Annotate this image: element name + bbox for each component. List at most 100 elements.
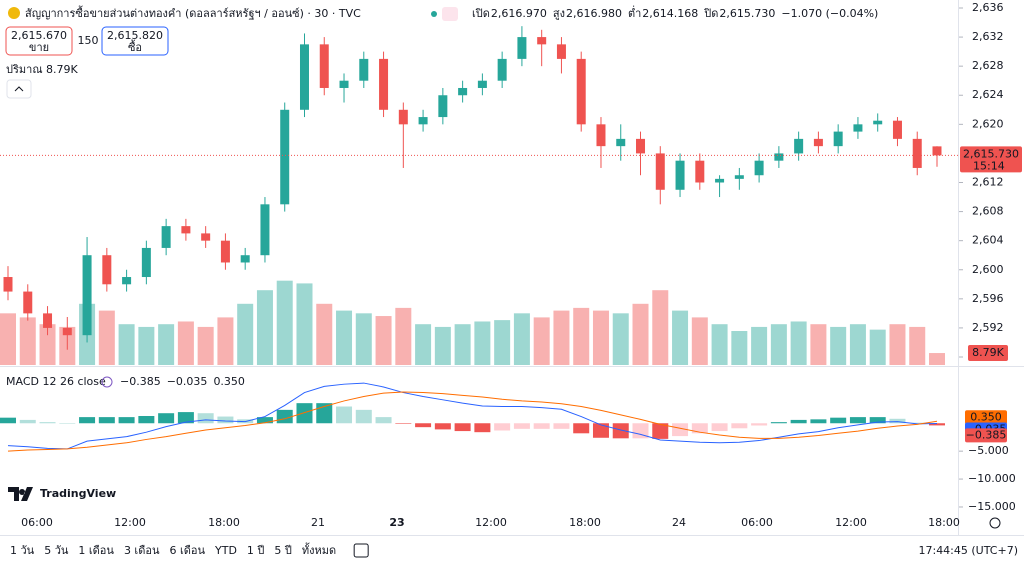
candle-body [458,87,468,96]
volume-bar [652,290,669,365]
candle-body [438,95,448,118]
ohlc-high-label: สูง [553,7,565,20]
candle-body [62,327,72,336]
range-button[interactable]: 5 ปี [274,544,291,557]
macd-histogram-bar [494,423,511,431]
x-tick-label: 21 [311,516,325,529]
candle-body [240,255,250,263]
volume-bar [592,310,609,365]
volume-bar [849,324,866,365]
range-button[interactable]: 1 ปี [247,544,264,557]
candle-body [23,291,33,314]
macd-histogram-bar [751,423,768,426]
symbol-icon [8,7,20,19]
candle-body [398,109,408,125]
macd-histogram-bar [118,417,135,424]
macd-histogram-bar [889,418,906,424]
range-button[interactable]: 6 เดือน [169,544,205,557]
volume-bar [494,320,511,365]
logo: TradingView [40,487,116,500]
volume-bar [355,313,372,365]
y-tick-label: 2,624 [972,88,1004,101]
macd-histogram-bar [336,406,353,424]
candle-body [833,131,843,147]
range-button[interactable]: YTD [214,544,237,557]
candle-body [912,138,922,168]
date-range-icon[interactable] [353,543,369,558]
candle-body [299,44,309,110]
x-tick-label: 18:00 [569,516,601,529]
candle-body [122,277,132,285]
candle-body [754,160,764,176]
macd-histogram-bar [612,423,629,439]
candle-body [161,226,171,248]
volume-bar [731,331,748,365]
macd-histogram-bar [256,417,273,424]
spread: 150 [78,34,99,47]
settings-icon [989,517,1001,529]
x-tick-label: 18:00 [208,516,240,529]
macd-histogram-bar [830,417,847,424]
macd-histogram-bar [415,423,432,428]
volume-bar [711,324,728,365]
volume-bar [434,326,451,365]
clock: 17:44:45 (UTC+7) [918,544,1018,557]
ohlc-low-label: ต่ำ [628,5,641,20]
range-button[interactable]: 5 วัน [44,544,69,557]
macd-histogram-bar [39,422,56,424]
candle-body [181,226,191,234]
volume-bar [573,307,590,365]
range-button[interactable]: 1 วัน [10,544,35,557]
volume-bar [118,324,135,365]
volume-bar [19,317,36,365]
candle-body [319,44,329,88]
buy-price: 2,615.820 [107,29,163,42]
range-button[interactable]: ทั้งหมด [302,542,336,557]
volume-bar [217,317,234,365]
macd-tick-label: −15.000 [968,500,1016,513]
range-button[interactable]: 3 เดือน [124,544,160,557]
candle-body [636,138,646,154]
volume-bar [533,317,550,365]
ohlc-high: 2,616.980 [566,7,622,20]
macd-histogram-bar [770,422,787,424]
volume-bar [316,303,333,365]
volume-bar [138,326,155,365]
macd-histogram-bar [138,416,155,424]
y-tick-label: 2,600 [972,263,1004,276]
buy-button[interactable] [101,26,169,56]
countdown: 15:14 [973,159,1005,172]
macd-histogram-bar [177,412,194,424]
macd-settings-icon [101,376,113,388]
histogram-axis-box [965,428,1007,443]
sell-button[interactable] [5,26,73,56]
histogram-axis-label: −0.385 [966,428,1007,441]
volume-bar [830,326,847,365]
logo-icon [8,487,33,501]
candle-body [873,120,883,125]
volume-bar [375,316,392,365]
buy-label: ซื้อ [128,39,142,54]
range-button[interactable]: 1 เดือน [78,544,114,557]
volume-bar [197,326,214,365]
volume-bar [98,310,115,365]
candle-body [497,58,507,81]
collapse-button[interactable] [6,79,32,99]
x-tick-label: 24 [672,516,686,529]
y-tick-label: 2,620 [972,117,1004,130]
signal-axis-box [965,410,1007,425]
signal-axis-label: 0.350 [970,410,1002,423]
macd-histogram-bar [652,423,669,439]
volume-bar [691,317,708,365]
candle-body [576,58,586,125]
candle-body [932,146,942,156]
volume-bar [869,329,886,365]
volume-bar [751,326,768,365]
last-price-label: 2,615.730 [963,147,1019,160]
macd-histogram-bar [355,409,372,424]
x-tick-label: 18:00 [928,516,960,529]
macd-histogram-bar [217,416,234,424]
macd-histogram-bar [869,417,886,424]
candle-body [616,138,626,147]
